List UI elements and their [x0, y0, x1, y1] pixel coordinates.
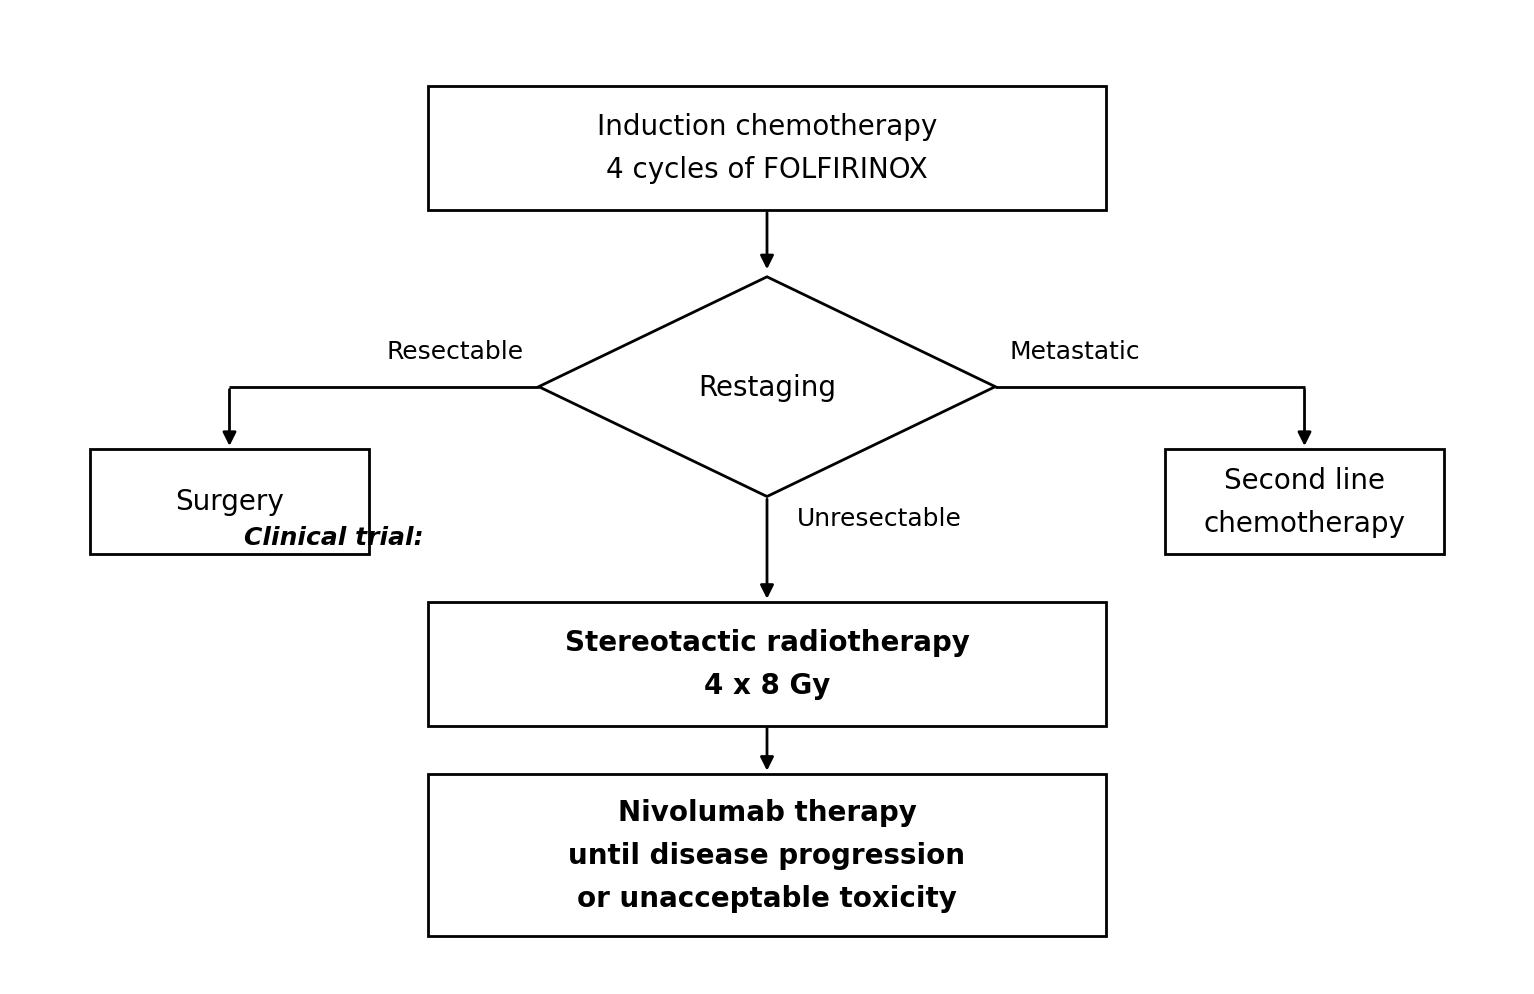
FancyBboxPatch shape	[89, 449, 370, 555]
Text: Clinical trial:: Clinical trial:	[244, 526, 423, 550]
Text: Metastatic: Metastatic	[1009, 339, 1141, 364]
Text: Restaging: Restaging	[698, 374, 836, 402]
FancyBboxPatch shape	[428, 86, 1106, 211]
Text: Second line: Second line	[1224, 466, 1385, 494]
FancyBboxPatch shape	[428, 773, 1106, 936]
Text: Induction chemotherapy: Induction chemotherapy	[597, 113, 937, 141]
Text: until disease progression: until disease progression	[569, 841, 965, 869]
Text: Resectable: Resectable	[387, 339, 525, 364]
Text: 4 cycles of FOLFIRINOX: 4 cycles of FOLFIRINOX	[606, 156, 928, 184]
Text: or unacceptable toxicity: or unacceptable toxicity	[577, 884, 957, 911]
Polygon shape	[538, 277, 996, 497]
Text: chemotherapy: chemotherapy	[1204, 509, 1405, 537]
Text: Surgery: Surgery	[175, 488, 284, 516]
FancyBboxPatch shape	[1164, 449, 1445, 555]
Text: Unresectable: Unresectable	[796, 507, 962, 531]
Text: Stereotactic radiotherapy: Stereotactic radiotherapy	[565, 628, 969, 656]
FancyBboxPatch shape	[428, 602, 1106, 726]
Text: Nivolumab therapy: Nivolumab therapy	[618, 798, 916, 826]
Text: 4 x 8 Gy: 4 x 8 Gy	[704, 672, 830, 700]
